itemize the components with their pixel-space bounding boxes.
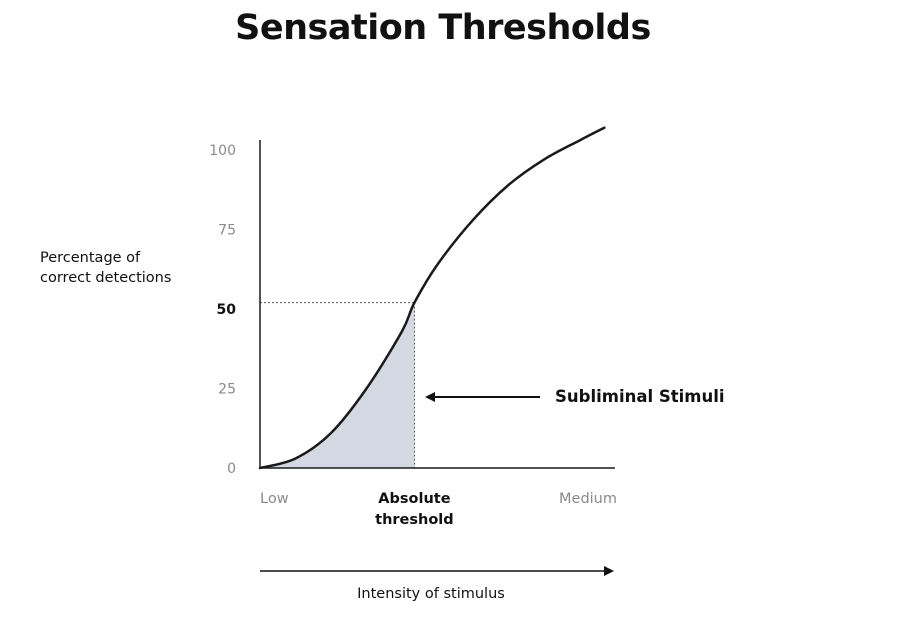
y-axis-label: Percentage of correct detections <box>40 248 210 288</box>
x-tick-label: Low <box>260 491 289 507</box>
y-tick-label: 75 <box>218 223 236 239</box>
y-tick-label: 0 <box>227 461 236 477</box>
y-axis-label-line-2: correct detections <box>40 270 172 286</box>
y-tick-label: 100 <box>209 143 236 159</box>
x-axis-label: Intensity of stimulus <box>357 586 505 602</box>
x-tick-label: Medium <box>559 491 617 507</box>
detection-curve <box>258 126 606 470</box>
y-tick-label: 50 <box>217 302 237 318</box>
y-axis-label-line-1: Percentage of <box>40 250 141 266</box>
x-tick-label: Absolute <box>378 491 450 507</box>
chart-title: Sensation Thresholds <box>235 8 651 48</box>
y-tick-label: 25 <box>218 382 236 398</box>
subliminal-shaded-region <box>260 302 415 468</box>
x-tick-label: threshold <box>375 512 454 528</box>
annotation-label: Subliminal Stimuli <box>555 387 725 406</box>
